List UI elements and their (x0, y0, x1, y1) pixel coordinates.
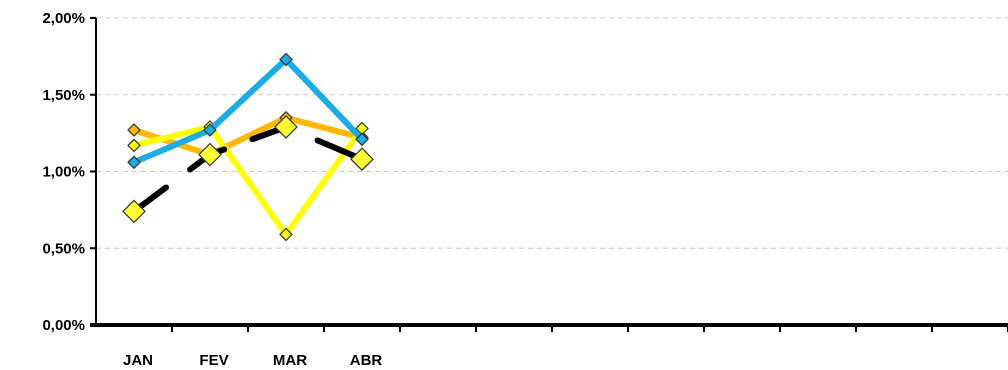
series-2 (127, 120, 369, 242)
series-line (133, 123, 365, 240)
y-tick-label: 1,50% (42, 87, 85, 104)
series-line (133, 114, 363, 158)
x-tick-label: MAR (273, 352, 307, 369)
y-axis: 0,00% 0,50% 1,00% 1,50% 2,00% (42, 10, 97, 334)
x-tick-label: ABR (350, 352, 383, 369)
series-3 (127, 52, 369, 170)
data-point (355, 132, 369, 147)
y-tick-label: 1,00% (42, 164, 85, 181)
data-point (198, 142, 222, 167)
data-point (279, 52, 293, 67)
data-point (203, 123, 217, 137)
data-point (127, 138, 141, 153)
series-group (122, 52, 374, 242)
y-tick-label: 0,00% (42, 317, 85, 334)
series-4 (122, 115, 374, 224)
data-point (274, 115, 298, 139)
data-point (350, 147, 374, 172)
data-point (279, 227, 293, 242)
y-tick-label: 2,00% (42, 10, 85, 27)
x-tick-label: FEV (199, 352, 228, 369)
series-line (132, 55, 365, 166)
gridlines (96, 17, 1008, 249)
series-line (131, 123, 365, 215)
data-point (127, 155, 141, 170)
x-tick-label: JAN (123, 352, 153, 369)
x-axis: JAN FEV MAR ABR (90, 323, 1008, 369)
y-tick-label: 0,50% (42, 240, 85, 257)
data-point (127, 123, 141, 137)
data-point (122, 199, 146, 224)
